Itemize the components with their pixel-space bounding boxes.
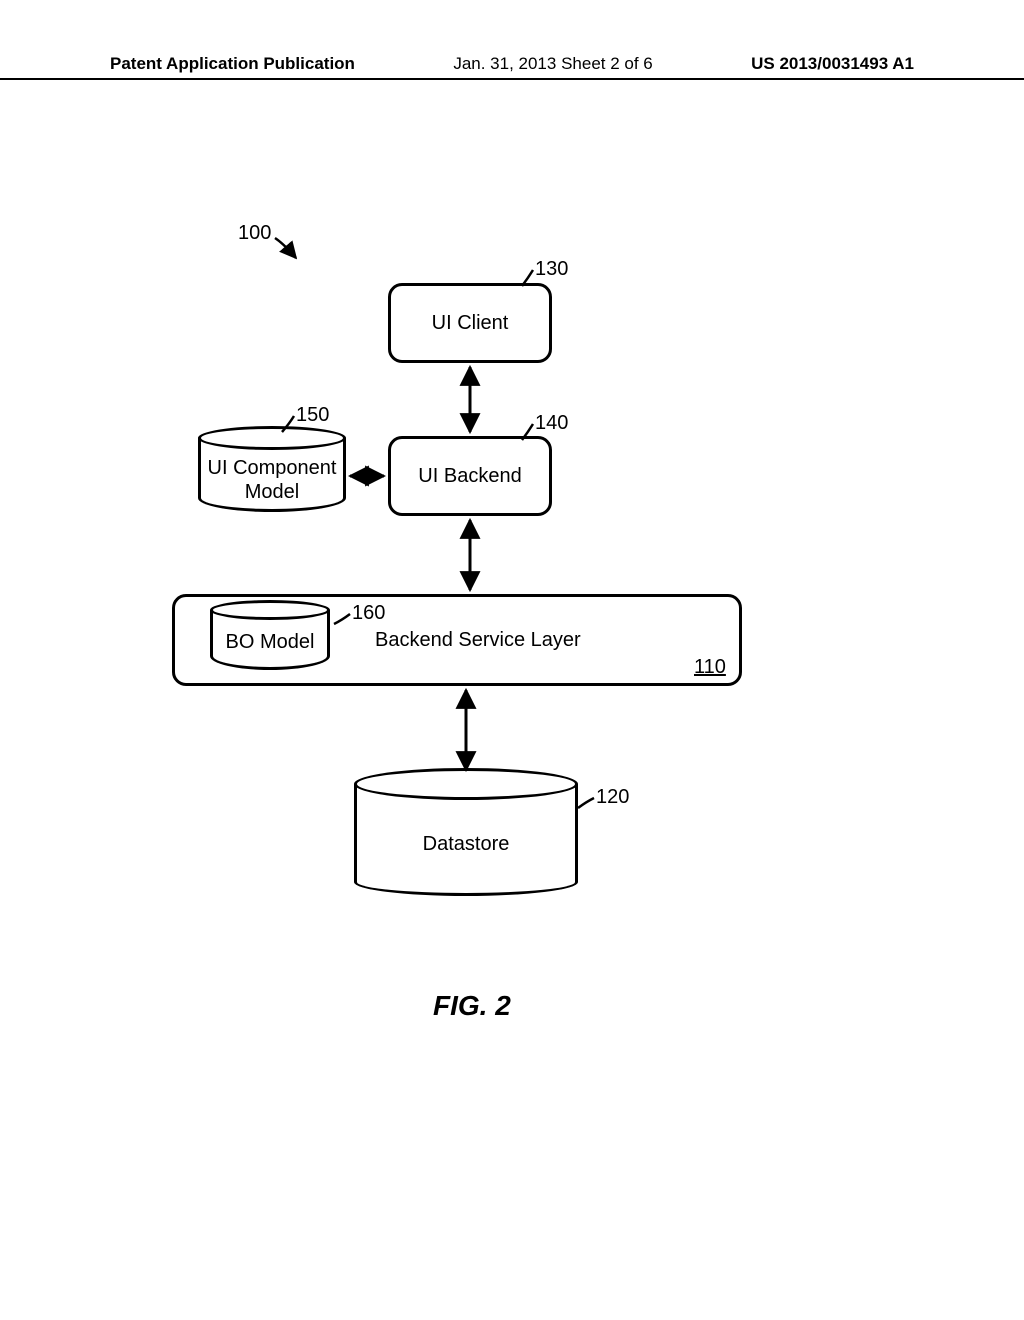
ref-ui-backend: 140 — [535, 412, 568, 435]
node-ui-component-model: UI Component Model — [198, 426, 346, 512]
ui-component-model-line1: UI Component — [208, 457, 337, 479]
ui-component-model-line2: Model — [245, 481, 299, 503]
ref-bo-model: 160 — [352, 602, 385, 625]
node-ui-backend: UI Backend — [388, 436, 552, 516]
ref-datastore: 120 — [596, 786, 629, 809]
node-bo-model: BO Model — [210, 600, 330, 670]
node-datastore: Datastore — [354, 768, 578, 896]
datastore-label: Datastore — [423, 833, 510, 855]
diagram-container: 100 UI Client 130 UI Backend 140 UI Comp… — [0, 0, 1024, 1320]
service-layer-label: Backend Service Layer — [375, 629, 581, 652]
ui-client-label: UI Client — [432, 312, 509, 335]
node-ui-client: UI Client — [388, 283, 552, 363]
figure-label: FIG. 2 — [433, 990, 511, 1022]
bo-model-label: BO Model — [226, 631, 315, 653]
ui-backend-label: UI Backend — [418, 465, 521, 488]
ref-ui-component-model: 150 — [296, 404, 329, 427]
ref-system: 100 — [238, 222, 271, 245]
ref-service-layer: 110 — [694, 656, 726, 679]
ref-ui-client: 130 — [535, 258, 568, 281]
